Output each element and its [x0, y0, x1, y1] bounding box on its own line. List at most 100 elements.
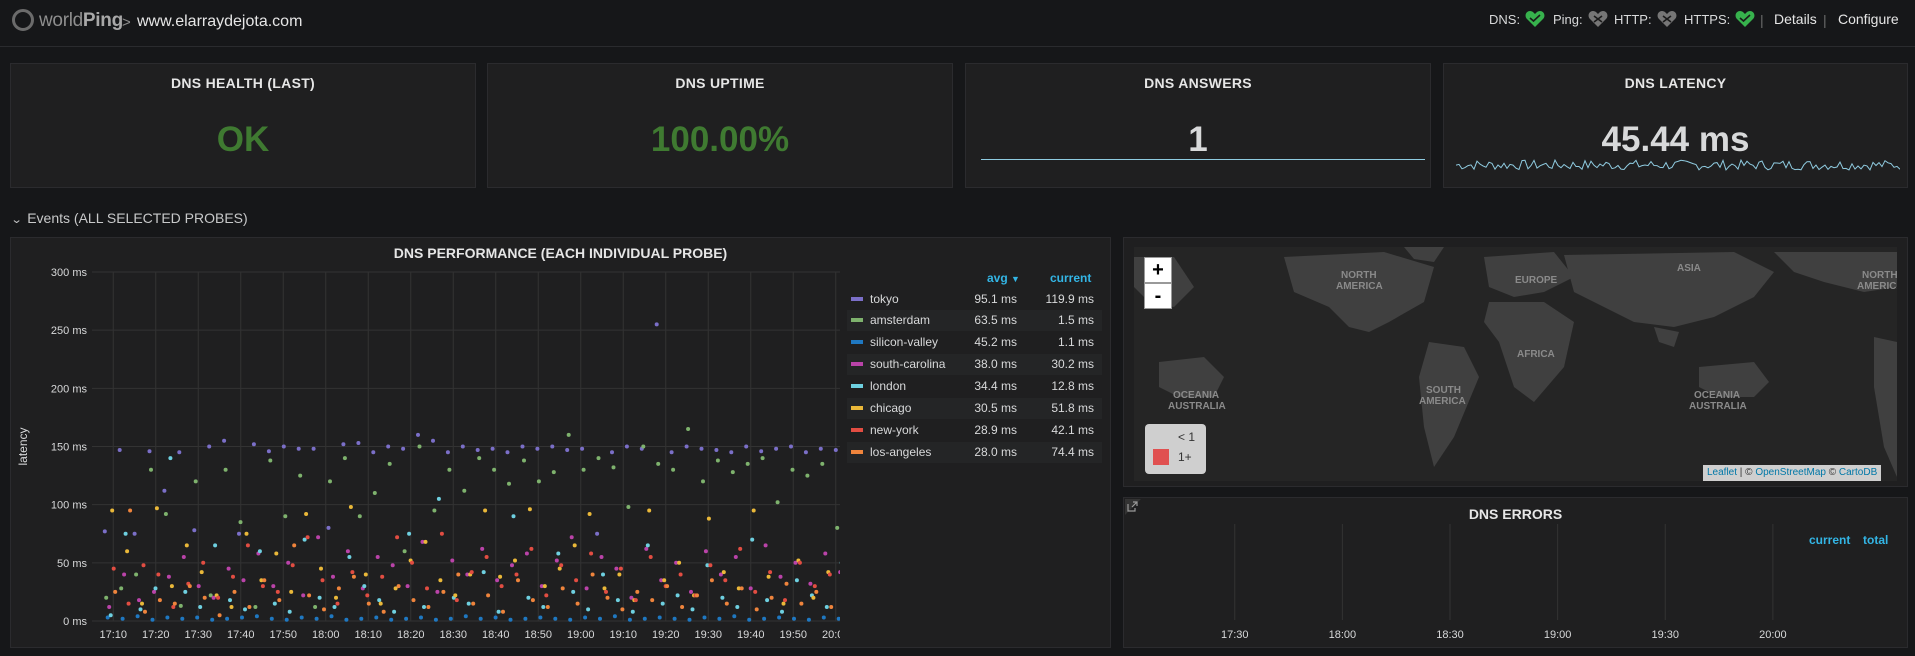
legend-row-london[interactable]: london 34.4 ms 12.8 ms [847, 376, 1102, 397]
scatter-point-amsterdam [372, 491, 377, 495]
scatter-point-chicago [438, 578, 443, 583]
scatter-point-silicon-valley [433, 617, 438, 622]
series-name: tokyo [870, 292, 899, 306]
scatter-point-silicon-valley [210, 617, 215, 622]
map-label-asia: ASIA [1677, 263, 1701, 274]
scatter-point-amsterdam [641, 444, 646, 449]
scatter-point-chicago [498, 574, 503, 579]
scatter-point-london [556, 551, 561, 556]
scatter-point-south-carolina [405, 584, 410, 589]
scatter-point-tokyo [520, 444, 525, 449]
scatter-point-tokyo [326, 525, 331, 530]
world-map[interactable]: NORTH AMERICA EUROPE ASIA NORTH AMERIC A … [1134, 247, 1897, 481]
scatter-point-los-angeles [157, 598, 162, 603]
scatter-point-south-carolina [375, 555, 380, 559]
worldping-logo-icon[interactable] [12, 9, 34, 31]
legend-row-south-carolina[interactable]: south-carolina 38.0 ms 30.2 ms [847, 354, 1102, 375]
scatter-point-los-angeles [441, 589, 446, 594]
details-link[interactable]: Details [1774, 11, 1817, 27]
series-swatch [851, 450, 863, 454]
scatter-point-silicon-valley [195, 615, 200, 620]
x-tick-label: 18:30 [439, 629, 467, 641]
scatter-point-amsterdam [193, 479, 198, 484]
legend-row-los-angeles[interactable]: los-angeles 28.0 ms 74.4 ms [847, 442, 1102, 463]
scatter-point-amsterdam [566, 432, 571, 437]
scatter-point-new-york [320, 578, 325, 583]
scatter-point-tokyo [177, 450, 182, 455]
scatter-point-chicago [184, 543, 189, 548]
scatter-point-silicon-valley [254, 614, 259, 619]
scatter-point-london [168, 456, 173, 461]
breadcrumb-separator: > [122, 14, 131, 31]
scatter-point-chicago [348, 505, 353, 509]
series-swatch [851, 318, 863, 322]
scatter-point-tokyo [699, 446, 704, 451]
events-row-header[interactable]: ⌄ Events (ALL SELECTED PROBES) [11, 210, 248, 226]
x-tick-label: 19:40 [737, 629, 765, 641]
scatter-point-london [496, 609, 501, 614]
scatter-point-tokyo [266, 449, 271, 454]
scatter-point-new-york [708, 563, 713, 568]
scatter-point-new-york [469, 570, 474, 575]
zoom-out-button[interactable]: - [1144, 283, 1172, 309]
logo-prefix: world [39, 10, 83, 31]
scatter-point-silicon-valley [314, 616, 319, 621]
scatter-point-new-york [410, 560, 414, 565]
legend-row-silicon-valley[interactable]: silicon-valley 45.2 ms 1.1 ms [847, 332, 1102, 353]
legend-current-header[interactable]: current [1050, 271, 1092, 285]
ping-status[interactable]: Ping: [1553, 10, 1608, 28]
legend-row-chicago[interactable]: chicago 30.5 ms 51.8 ms [847, 398, 1102, 419]
dns-status[interactable]: DNS: [1489, 10, 1545, 28]
scatter-point-chicago [572, 543, 577, 548]
dns-health-panel: DNS HEALTH (LAST) OK [10, 63, 476, 188]
series-name: london [870, 379, 907, 393]
map-label-oceania: AUSTRALIA [1689, 401, 1747, 412]
scatter-point-silicon-valley [508, 617, 513, 622]
carto-link[interactable]: CartoDB [1838, 467, 1878, 478]
scatter-point-new-york [559, 563, 564, 568]
scatter-point-new-york [827, 572, 832, 577]
legend-avg-header[interactable]: avg ▼ [987, 271, 1020, 285]
scatter-point-tokyo [460, 444, 465, 449]
scatter-point-london [407, 531, 412, 536]
dns-latency-panel: DNS LATENCY 45.44 ms [1443, 63, 1908, 188]
breadcrumb-site[interactable]: www.elarraydejota.com [137, 13, 303, 30]
zoom-in-button[interactable]: + [1144, 257, 1172, 283]
y-tick-label: 0 ms [63, 616, 87, 628]
configure-link[interactable]: Configure [1838, 11, 1899, 27]
scatter-point-chicago [304, 512, 309, 516]
scatter-point-new-york [335, 601, 340, 606]
scatter-point-south-carolina [241, 578, 246, 583]
scatter-point-silicon-valley [269, 616, 274, 621]
errors-legend-current[interactable]: current [1809, 533, 1851, 547]
scatter-point-amsterdam [775, 500, 780, 505]
legend-row-new-york[interactable]: new-york 28.9 ms 42.1 ms [847, 420, 1102, 441]
scatter-point-london [571, 589, 576, 594]
external-link-icon[interactable] [1127, 501, 1138, 512]
scatter-point-london [198, 605, 203, 609]
scatter-point-los-angeles [277, 598, 282, 603]
leaflet-link[interactable]: Leaflet [1707, 467, 1738, 478]
osm-link[interactable]: OpenStreetMap [1755, 467, 1826, 478]
scatter-point-silicon-valley [478, 616, 483, 621]
legend-row-amsterdam[interactable]: amsterdam 63.5 ms 1.5 ms [847, 310, 1102, 331]
series-current: 1.1 ms [1057, 335, 1094, 349]
scatter-point-chicago [334, 595, 338, 600]
dns-latency-value: 45.44 ms [1601, 120, 1750, 159]
scatter-point-chicago [393, 586, 398, 591]
errors-legend-total[interactable]: total [1863, 533, 1889, 547]
scatter-point-london [690, 607, 695, 612]
https-status[interactable]: HTTPS: [1684, 10, 1755, 28]
y-tick-label: 250 ms [51, 325, 88, 337]
scatter-point-new-york [350, 570, 355, 575]
scatter-point-silicon-valley [120, 616, 125, 621]
scatter-point-new-york [783, 598, 787, 603]
scatter-point-los-angeles [351, 574, 356, 579]
legend-row-tokyo[interactable]: tokyo 95.1 ms 119.9 ms [847, 289, 1102, 310]
scatter-point-tokyo [281, 444, 286, 449]
http-status[interactable]: HTTP: [1614, 10, 1677, 28]
scatter-point-amsterdam [432, 508, 437, 513]
app-logo[interactable]: worldPing [39, 10, 123, 32]
scatter-point-tokyo [341, 442, 346, 447]
scatter-point-silicon-valley [657, 615, 662, 620]
